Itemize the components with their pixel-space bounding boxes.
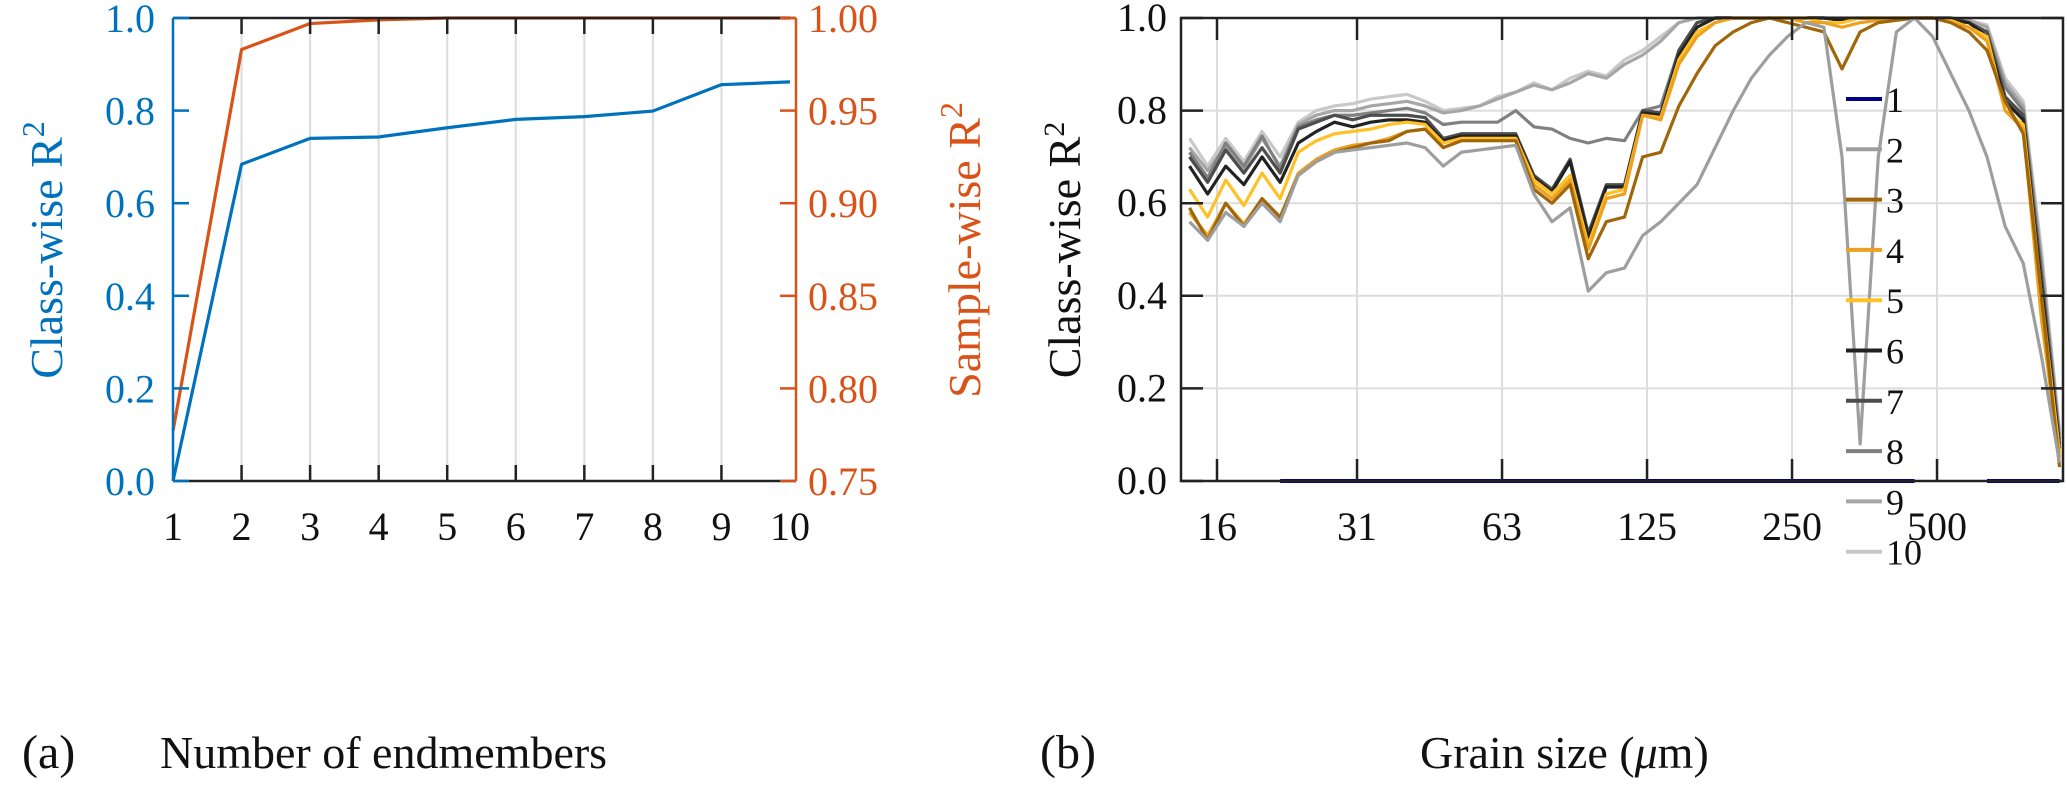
panel-b-y-tick-label: 1.0 (1117, 0, 1167, 40)
panel-b-series-7-line (1188, 16, 2062, 445)
panel-a-left-axis-title: Class-wise R2 (15, 121, 72, 379)
panel-b-x-tick-label: 250 (1762, 504, 1822, 549)
panel-b-y-tick-label: 0.6 (1117, 180, 1167, 225)
panel-a-left-tick-label: 0.0 (105, 459, 155, 504)
panel-a-x-tick-label: 4 (369, 504, 389, 549)
panel-b-legend-label: 2 (1886, 130, 1904, 170)
panel-b-y-tick-label: 0.0 (1117, 458, 1167, 503)
panel-a-right-axis-title-text: Sample-wise R (939, 118, 990, 398)
panel-a-grid (240, 18, 723, 481)
panel-b-axes-frame (1179, 16, 2065, 483)
panel-b-y-tick-labels: 0.0 0.2 0.4 0.6 0.8 1.0 (1117, 0, 1167, 503)
panel-b-legend-label: 6 (1886, 332, 1904, 372)
panel-b-legend-item-5: 5 (1846, 281, 1904, 321)
panel-b-legend-item-6: 6 (1846, 332, 1904, 372)
panel-b-x-tick-label: 500 (1907, 504, 1967, 549)
panel-a-left-tick-labels: 0.0 0.2 0.4 0.6 0.8 1.0 (105, 0, 155, 504)
panel-b-legend-label: 5 (1886, 281, 1904, 321)
panel-b-series-8-line (1188, 16, 2062, 440)
panel-a-chart: 1 2 3 4 5 6 7 8 9 10 0.00.20.40.60.81.0 0.750.800… (15, 0, 990, 779)
panel-a-x-tick-label: 7 (574, 504, 594, 549)
panel-a-right-tick-labels: 0.75 0.80 0.85 0.90 0.95 1.00 (808, 0, 878, 504)
panel-a-right-tick-label: 1.00 (808, 0, 878, 41)
panel-b-series-6-line (1188, 16, 2062, 449)
panel-b-x-tick-labels: 16 31 63 125 250 500 (1197, 504, 1967, 549)
panel-a-left-axis-title-text: Class-wise R (21, 137, 72, 379)
panel-a-x-tick-label: 5 (437, 504, 457, 549)
panel-a-x-tick-label: 3 (300, 504, 320, 549)
panel-b-x-axis-title-mu: μ (1634, 727, 1658, 778)
panel-b-series-10-line (1188, 16, 2062, 431)
panel-a-series-class-wise-line (171, 80, 791, 482)
panel-b-series (1188, 16, 2062, 483)
panel-a-right-tick-label: 0.85 (808, 274, 878, 319)
panel-b-legend-label: 3 (1886, 181, 1904, 221)
panel-b-x-axis-title-head: Grain size ( (1420, 727, 1635, 778)
panel-b-series-3-line (1188, 16, 2062, 468)
panel-a-right-axis-title-sup: 2 (933, 102, 969, 118)
panel-a-right-tick-label: 0.90 (808, 181, 878, 226)
panel-b-legend-label: 4 (1886, 231, 1904, 271)
panel-b-legend-label: 9 (1886, 482, 1904, 522)
panel-b-legend: 1 2 3 4 5 6 7 8 9 10 (1846, 80, 1922, 573)
panel-b-legend-item-8: 8 (1846, 432, 1904, 472)
panel-b-legend-item-7: 7 (1846, 382, 1904, 422)
panel-b-legend-label: 10 (1886, 533, 1922, 573)
panel-b-y-tick-label: 0.4 (1117, 273, 1167, 318)
panel-a-x-tick-label: 10 (770, 504, 810, 549)
panel-a-axes (171, 16, 798, 483)
panel-b-y-tick-label: 0.8 (1117, 88, 1167, 133)
panel-b-x-tick-label: 16 (1197, 504, 1237, 549)
panel-a-x-axis-title: Number of endmembers (160, 727, 607, 778)
panel-b-legend-item-4: 4 (1846, 231, 1904, 271)
panel-a-right-axis-title: Sample-wise R2 (933, 102, 990, 398)
panel-a-right-tick-label: 0.75 (808, 459, 878, 504)
panel-a-left-axis-title-sup: 2 (15, 121, 51, 137)
panel-b-legend-label: 7 (1886, 382, 1904, 422)
panel-a-x-tick-label: 2 (232, 504, 252, 549)
panel-b-legend-item-2: 2 (1846, 130, 1904, 170)
panel-b-x-tick-label: 125 (1617, 504, 1677, 549)
panel-a-x-tick-label: 6 (506, 504, 526, 549)
panel-b-x-tick-label: 31 (1337, 504, 1377, 549)
panel-b-y-axis-title-text: Class-wise R (1039, 136, 1090, 378)
panel-b-legend-label: 8 (1886, 432, 1904, 472)
panel-a-right-tick-label: 0.95 (808, 89, 878, 134)
panel-b-legend-item-3: 3 (1846, 181, 1904, 221)
panel-b-y-axis-title-sup: 2 (1038, 122, 1071, 137)
panel-b-y-axis-title: Class-wise R2 (1038, 122, 1090, 379)
panel-b-series-2-line (1188, 16, 2062, 463)
panel-b-series-4-line (1188, 16, 2062, 459)
panel-b-label: (b) (1040, 726, 1096, 779)
panel-b-legend-label: 1 (1886, 80, 1904, 120)
panel-a-series-sample-wise-line (171, 16, 790, 432)
panel-a-left-tick-label: 0.2 (105, 366, 155, 411)
panel-a-left-tick-label: 0.6 (105, 181, 155, 226)
panel-b-x-axis-title: Grain size (μm) (1420, 727, 1709, 778)
panel-a-x-tick-label: 8 (643, 504, 663, 549)
panel-b-legend-item-10: 10 (1846, 533, 1922, 573)
panel-a-x-tick-label: 9 (711, 504, 731, 549)
panel-b-series-9-line (1188, 16, 2062, 435)
panel-b-chart: 16 31 63 125 250 500 0.0 0.2 0.4 0.6 0.8 1.0 1 2 3 4 5… (1038, 0, 2065, 779)
panel-a-left-tick-label: 1.0 (105, 0, 155, 41)
panel-a-label: (a) (22, 726, 75, 779)
panel-b-x-tick-label: 63 (1482, 504, 1522, 549)
panel-a-x-tick-labels: 1 2 3 4 5 6 7 8 9 10 (163, 504, 810, 549)
panel-a-x-tick-label: 1 (163, 504, 183, 549)
panel-a-left-tick-label: 0.4 (105, 274, 155, 319)
panel-a-left-tick-label: 0.8 (105, 89, 155, 134)
panel-b-legend-item-1: 1 (1846, 80, 1904, 120)
panel-b-y-tick-label: 0.2 (1117, 365, 1167, 410)
panel-a-series (171, 16, 791, 482)
panel-b-x-axis-title-tail: m) (1658, 727, 1709, 778)
panel-a-right-tick-label: 0.80 (808, 366, 878, 411)
panel-b-grid (1181, 18, 2063, 481)
panel-b-legend-item-9: 9 (1846, 482, 1904, 522)
panel-b-axes (1179, 16, 2065, 483)
